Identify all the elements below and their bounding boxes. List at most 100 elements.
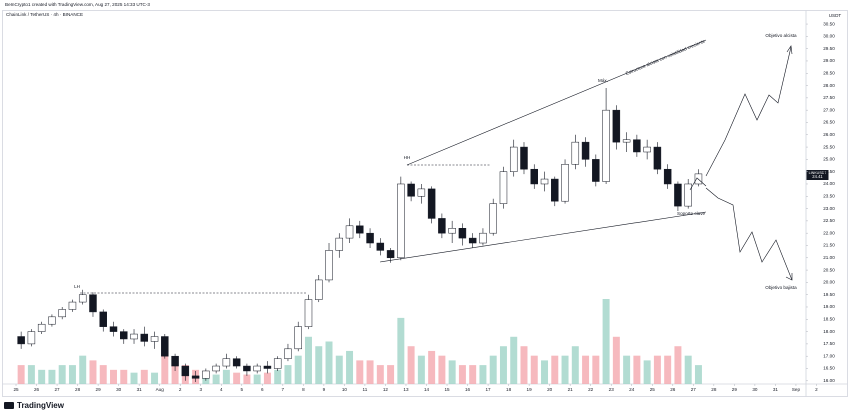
x-tick-label: 25	[13, 387, 19, 392]
volume-bar	[438, 355, 446, 384]
y-tick-label: 24.00	[823, 181, 835, 186]
volume-bar	[222, 369, 230, 384]
volume-bar	[130, 372, 138, 384]
y-tick-label: 30.50	[823, 21, 835, 26]
volume-bar	[674, 346, 682, 384]
volume-bar	[602, 299, 610, 384]
hh-label: HH	[404, 155, 411, 160]
volume-bar	[304, 336, 312, 384]
bull-target-label: Objetivo alcista	[765, 33, 797, 38]
x-tick-label: 14	[424, 387, 430, 392]
y-tick-label: 25.00	[823, 157, 835, 162]
x-tick-label: 18	[506, 387, 512, 392]
y-tick-label: 16.00	[823, 378, 835, 383]
volume-layer	[17, 299, 702, 384]
volume-bar	[38, 369, 46, 384]
volume-bar	[79, 355, 87, 384]
x-tick-label: 29	[732, 387, 738, 392]
volume-bar	[17, 365, 25, 384]
y-tick-label: 28.00	[823, 83, 835, 88]
resistance-line	[406, 39, 707, 166]
x-tick-label: 2	[179, 387, 182, 392]
candle-body	[509, 146, 518, 172]
candle-body	[89, 294, 97, 313]
volume-bar	[551, 355, 559, 384]
x-tick-label: 25	[650, 387, 656, 392]
volume-bar	[653, 355, 661, 384]
candle-body	[458, 228, 467, 239]
y-tick-label: 21.00	[823, 255, 835, 260]
x-tick-label: 19	[527, 387, 533, 392]
candle-body	[161, 336, 169, 357]
volume-bar	[489, 355, 497, 384]
bearish-arrowhead	[785, 273, 793, 281]
x-tick-label: 26	[670, 387, 676, 392]
x-tick-label: 28	[711, 387, 717, 392]
volume-bar	[469, 365, 477, 384]
bear-target-label: Objetivo bajista	[765, 285, 797, 290]
y-tick-label: 29.50	[823, 46, 835, 51]
x-tick-label: 30	[752, 387, 758, 392]
volume-bar	[171, 360, 179, 384]
volume-bar	[612, 336, 620, 384]
y-tick-label: 24.50	[823, 169, 835, 174]
candle-body	[120, 331, 128, 340]
y-tick-label: 17.50	[823, 341, 835, 346]
logo: TradingView	[4, 401, 65, 410]
candle-body	[335, 237, 344, 251]
x-tick-label: Sep	[792, 387, 801, 392]
x-tick-label: 7	[282, 387, 285, 392]
logo-mark	[4, 402, 14, 409]
x-tick-label: 10	[342, 387, 348, 392]
candle-body	[273, 358, 282, 369]
volume-bar	[541, 360, 549, 384]
candle-body	[243, 365, 251, 372]
support-line	[379, 211, 707, 263]
candle-body	[551, 178, 559, 202]
candle-body	[386, 250, 395, 259]
candle-body	[479, 232, 487, 244]
candle-body	[663, 168, 672, 185]
candle-body	[191, 375, 200, 379]
x-tick-label: 31	[773, 387, 779, 392]
y-tick-label: 22.50	[823, 218, 835, 223]
volume-bar	[120, 369, 128, 384]
x-tick-label: 31	[137, 387, 143, 392]
candle-body	[315, 279, 323, 300]
x-tick-label: 8	[302, 387, 305, 392]
candle-body	[397, 183, 405, 259]
last-price-value: 24.41	[812, 174, 823, 179]
candle-body	[571, 141, 580, 165]
y-tick-label: 16.50	[823, 366, 835, 371]
volume-bar	[561, 355, 569, 384]
x-tick-label: 4	[220, 387, 223, 392]
x-tick-label: 2	[815, 387, 818, 392]
x-tick-label: 21	[568, 387, 574, 392]
x-tick-label: 28	[75, 387, 81, 392]
y-tick-label: 25.50	[823, 144, 835, 149]
volume-bar	[58, 365, 66, 384]
volume-bar	[284, 365, 292, 384]
candle-body	[499, 171, 508, 204]
volume-bar	[520, 346, 528, 384]
candle-body	[417, 188, 426, 197]
volume-bar	[571, 346, 579, 384]
candle-body	[684, 183, 692, 207]
volume-bar	[510, 336, 518, 384]
lh-label: LH	[74, 284, 80, 289]
symbol-title: ChainLink / TetherUS · 4h · BINANCE	[6, 12, 83, 17]
x-tick-label: 13	[403, 387, 409, 392]
y-tick-label: 19.50	[823, 292, 835, 297]
volume-bar	[253, 374, 261, 384]
candle-body	[171, 355, 179, 367]
chart-frame	[2, 10, 848, 397]
x-tick-label: 6	[261, 387, 264, 392]
candle-body	[643, 146, 651, 153]
y-tick-label: 22.00	[823, 230, 835, 235]
y-tick-label: 29.00	[823, 58, 835, 63]
volume-bar	[633, 355, 641, 384]
candle-body	[592, 159, 600, 182]
candle-body	[284, 348, 292, 359]
